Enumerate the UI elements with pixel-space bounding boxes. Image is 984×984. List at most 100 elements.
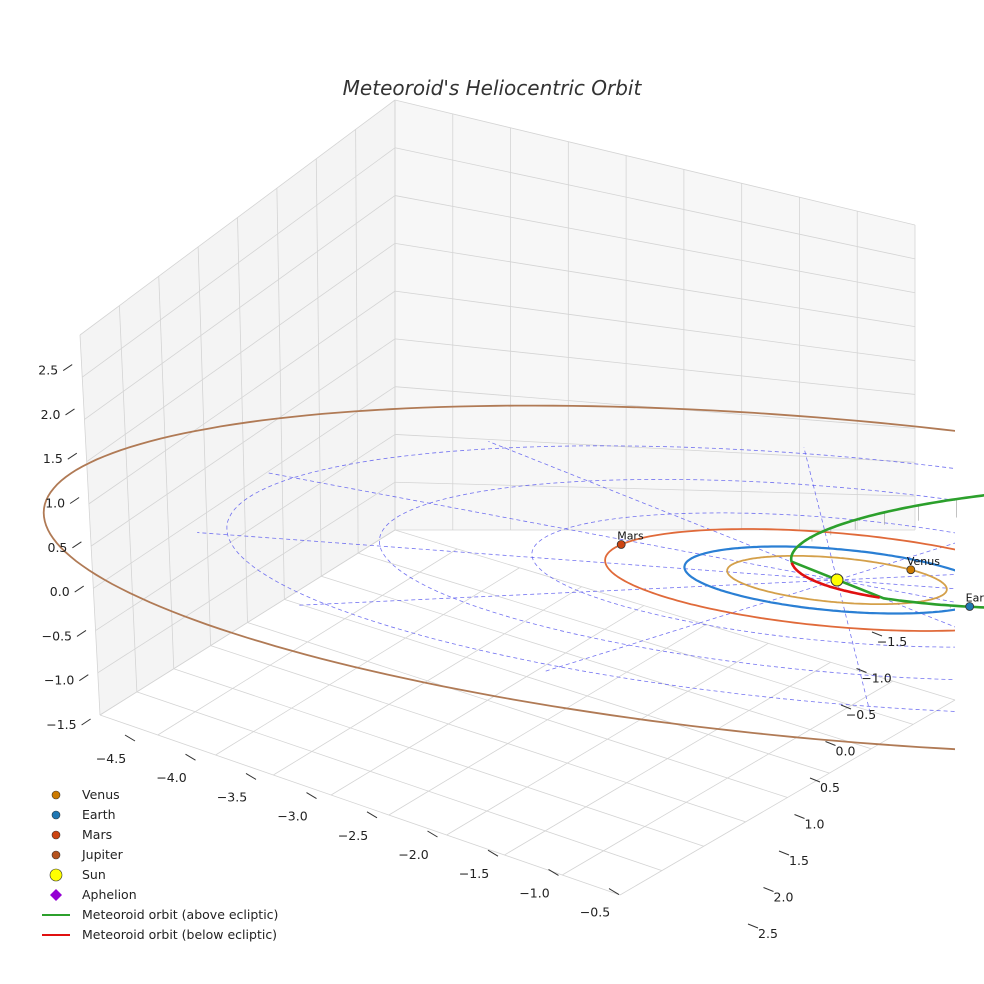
y-tick-label: 2.0 [774,890,794,905]
z-tick-mark [67,452,78,460]
y-tick-mark [825,741,836,746]
earth-marker [965,602,975,611]
mars-marker [616,540,626,549]
polar-spoke [545,542,955,672]
y-tick-mark [778,850,790,856]
grid-line [158,276,175,669]
z-tick-label: 2.5 [38,363,58,378]
polar-ring [531,512,955,648]
z-tick-label: 0.5 [48,540,68,555]
y-tick-label: −1.5 [877,634,907,649]
y-tick-label: 0.0 [836,744,856,759]
legend: Venus Earth Mars Jupiter Sun Aphelion Meteoroi… [42,787,278,942]
x-tick-mark [366,811,378,819]
grid-line [504,661,831,856]
earth-orbit [683,545,955,615]
grid-line [197,246,212,646]
grid-line [276,188,285,600]
grid-line [136,691,663,872]
orbit-below-ecliptic [790,562,880,599]
x-tick-mark [608,888,620,896]
polar-ring [226,445,955,712]
z-tick-label: −1.0 [44,673,74,688]
x-tick-label: −4.0 [156,770,186,785]
jupiter-orbit [42,404,955,751]
legend-marker [49,868,63,882]
grid-line [81,147,396,378]
y-tick-mark [840,704,852,710]
z-tick-label: 1.5 [43,451,63,466]
z-tick-label: 0.0 [50,584,70,599]
grid-line [157,548,458,736]
x-tick-label: −2.5 [338,828,368,843]
z-tick-label: 1.0 [45,496,65,511]
grid-line [284,598,830,774]
grid-line [88,290,396,505]
venus-marker [906,565,916,575]
z-tick-mark [62,364,73,372]
legend-marker [51,810,61,820]
legend-marker [51,830,61,840]
y-tick-mark [747,923,759,929]
y-tick-label: −0.5 [846,707,876,722]
grid-line [237,217,248,623]
y-tick-label: 2.5 [758,926,778,941]
grid-line [619,699,956,896]
grid-line [394,147,916,260]
grid-line [394,195,916,294]
legend-label: Meteoroid orbit (above ecliptic) [82,907,278,922]
z-tick-label: 2.0 [41,407,61,422]
x-tick-label: −4.5 [96,751,126,766]
grid-line [273,586,582,776]
x-tick-mark [487,849,499,857]
grid-line [247,622,788,798]
planet-orbits [42,404,955,751]
x-tick-mark [245,772,257,780]
z-tick-mark [81,718,91,726]
grid-line [388,624,707,816]
grid-line [99,714,621,896]
axes-panes [80,100,915,715]
x-tick-label: −1.0 [519,885,549,900]
z-tick-label: −0.5 [42,628,72,643]
z-tick-mark [79,674,89,682]
grid-line [173,668,704,847]
z-tick-mark [72,541,82,549]
y-tick-mark [763,887,774,892]
y-tick-label: 1.0 [805,817,825,832]
earth-label: Earth [966,592,984,605]
grid-line [315,158,322,577]
legend-label: Sun [82,867,106,882]
z-tick-mark [76,629,87,637]
grid-line [97,481,396,674]
z-tick-mark [65,408,75,416]
grid-line [79,334,101,716]
y-tick-label: 1.5 [789,853,809,868]
legend-marker [50,889,62,901]
grid-line [86,243,396,462]
legend-label: Mars [82,827,112,842]
x-tick-mark [548,868,559,876]
legend-label: Jupiter [81,847,124,862]
mars-orbit [604,528,955,632]
x-tick-label: −1.5 [459,866,489,881]
grid-line [394,481,916,497]
grid-line [215,567,520,756]
sun-marker [830,573,844,587]
x-tick-mark [427,830,438,838]
y-tick-mark [809,777,821,783]
polar-spoke [266,472,955,603]
x-tick-mark [306,792,317,800]
polar-spoke [488,441,955,628]
right-back-pane [395,100,915,530]
grid-line [394,99,916,226]
legend-label: Earth [82,807,116,822]
x-tick-label: −3.0 [277,809,307,824]
grid-line [99,529,396,716]
grid-line [95,434,396,631]
left-back-pane [80,100,395,715]
y-tick-label: 0.5 [820,780,840,795]
x-tick-mark [185,753,196,761]
y-tick-mark [856,668,867,673]
